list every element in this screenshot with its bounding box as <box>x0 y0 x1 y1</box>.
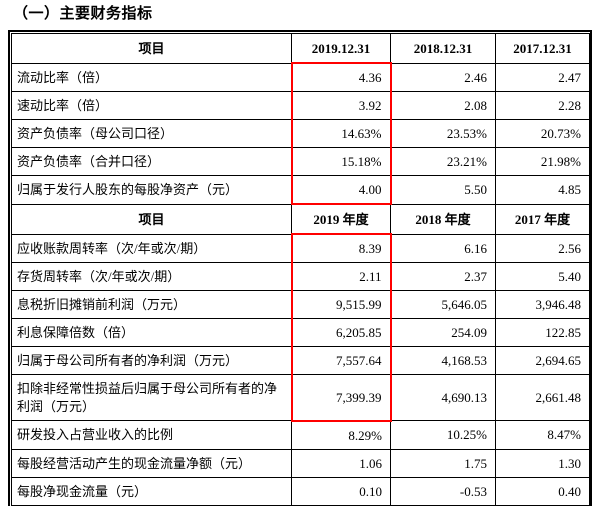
value-cell-2018: 4,168.53 <box>390 346 496 375</box>
column-header-2019-12-31: 2019.12.31 <box>291 33 391 64</box>
row-label: 资产负债率（母公司口径） <box>11 119 292 148</box>
column-header-2019-annual: 2019 年度 <box>291 203 391 235</box>
table-row: 资产负债率（母公司口径） 14.63% 23.53% 20.73% <box>11 119 590 148</box>
value-cell-2018: 23.53% <box>390 119 496 148</box>
table-row: 应收账款周转率（次/年或次/期） 8.39 6.16 2.56 <box>11 233 590 263</box>
row-label: 速动比率（倍） <box>11 91 292 120</box>
value-cell-2018: 2.46 <box>390 62 496 92</box>
value-cell-2018: 23.21% <box>390 147 496 176</box>
value-cell-2019: 8.29% <box>291 420 391 450</box>
value-cell-2018: -0.53 <box>390 476 496 506</box>
row-label: 息税折旧摊销前利润（万元） <box>11 290 292 319</box>
value-cell-2017: 2.47 <box>495 62 590 92</box>
table-header-row: 项目 2019 年度 2018 年度 2017 年度 <box>11 203 590 235</box>
value-cell-2019: 15.18% <box>290 147 392 176</box>
balance-sheet-indicators-section: 项目 2019.12.31 2018.12.31 2017.12.31 流动比率… <box>11 33 590 205</box>
value-cell-2017: 2,661.48 <box>495 374 590 421</box>
table-row: 归属于母公司所有者的净利润（万元） 7,557.64 4,168.53 2,694.6… <box>11 346 590 375</box>
table-row: 归属于发行人股东的每股净资产（元） 4.00 5.50 4.85 <box>11 175 590 205</box>
column-header-item: 项目 <box>11 203 292 235</box>
row-label: 流动比率（倍） <box>11 62 292 92</box>
value-cell-2019: 9,515.99 <box>290 290 392 319</box>
financial-indicators-table: 项目 2019.12.31 2018.12.31 2017.12.31 流动比率… <box>11 33 590 506</box>
value-cell-2019: 4.00 <box>290 175 392 205</box>
row-label: 归属于母公司所有者的净利润（万元） <box>11 346 292 375</box>
row-label: 扣除非经常性损益后归属于母公司所有者的净利润（万元） <box>11 374 292 421</box>
value-cell-2017: 2,694.65 <box>495 346 590 375</box>
table-row: 利息保障倍数（倍） 6,205.85 254.09 122.85 <box>11 318 590 347</box>
value-cell-2018: 10.25% <box>390 420 496 450</box>
value-cell-2019: 2.11 <box>290 262 392 291</box>
value-cell-2019: 0.10 <box>291 476 391 506</box>
value-cell-2018: 5.50 <box>390 175 496 205</box>
section-title: （一）主要财务指标 <box>13 5 153 22</box>
column-header-item: 项目 <box>11 33 292 64</box>
value-cell-2018: 2.08 <box>390 91 496 120</box>
value-cell-2019: 4.36 <box>290 62 392 92</box>
value-cell-2017: 0.40 <box>495 476 590 506</box>
row-label: 归属于发行人股东的每股净资产（元） <box>11 175 292 205</box>
value-cell-2019: 7,399.39 <box>290 374 392 422</box>
table-row: 资产负债率（合并口径） 15.18% 23.21% 21.98% <box>11 147 590 176</box>
table-header-row: 项目 2019.12.31 2018.12.31 2017.12.31 <box>11 33 590 64</box>
value-cell-2017: 4.85 <box>495 175 590 205</box>
row-label: 研发投入占营业收入的比例 <box>11 420 292 450</box>
value-cell-2017: 2.28 <box>495 91 590 120</box>
table-row: 研发投入占营业收入的比例 8.29% 10.25% 8.47% <box>11 420 590 450</box>
row-label: 每股净现金流量（元） <box>11 476 292 506</box>
value-cell-2017: 5.40 <box>495 262 590 291</box>
value-cell-2018: 1.75 <box>390 448 496 478</box>
value-cell-2017: 8.47% <box>495 420 590 450</box>
column-header-2018-12-31: 2018.12.31 <box>390 33 496 64</box>
column-header-2018-annual: 2018 年度 <box>390 203 496 235</box>
value-cell-2019: 1.06 <box>291 448 391 478</box>
table-row: 每股净现金流量（元） 0.10 -0.53 0.40 <box>11 476 590 506</box>
value-cell-2017: 20.73% <box>495 119 590 148</box>
value-cell-2017: 3,946.48 <box>495 290 590 319</box>
annual-indicators-section: 项目 2019 年度 2018 年度 2017 年度 应收账款周转率（次/年或次… <box>11 203 590 506</box>
value-cell-2018: 6.16 <box>390 233 496 263</box>
table-row: 流动比率（倍） 4.36 2.46 2.47 <box>11 62 590 92</box>
table-row: 速动比率（倍） 3.92 2.08 2.28 <box>11 91 590 120</box>
value-cell-2018: 254.09 <box>390 318 496 347</box>
financial-indicators-table-frame: 项目 2019.12.31 2018.12.31 2017.12.31 流动比率… <box>8 30 592 506</box>
value-cell-2018: 4,690.13 <box>390 374 496 421</box>
row-label: 应收账款周转率（次/年或次/期） <box>11 233 292 263</box>
table-row: 存货周转率（次/年或次/期） 2.11 2.37 5.40 <box>11 262 590 291</box>
value-cell-2017: 21.98% <box>495 147 590 176</box>
value-cell-2018: 5,646.05 <box>390 290 496 319</box>
table-row: 扣除非经常性损益后归属于母公司所有者的净利润（万元） 7,399.39 4,690.… <box>11 374 590 422</box>
value-cell-2019: 6,205.85 <box>290 318 392 347</box>
row-label: 每股经营活动产生的现金流量净额（元） <box>11 448 292 478</box>
value-cell-2019: 14.63% <box>290 119 392 148</box>
table-row: 息税折旧摊销前利润（万元） 9,515.99 5,646.05 3,946.48 <box>11 290 590 319</box>
value-cell-2017: 1.30 <box>495 448 590 478</box>
row-label: 利息保障倍数（倍） <box>11 318 292 347</box>
value-cell-2017: 122.85 <box>495 318 590 347</box>
column-header-2017-12-31: 2017.12.31 <box>495 33 590 64</box>
value-cell-2019: 3.92 <box>290 91 392 120</box>
value-cell-2019: 7,557.64 <box>290 346 392 375</box>
value-cell-2017: 2.56 <box>495 233 590 263</box>
column-header-2017-annual: 2017 年度 <box>495 203 590 235</box>
table-row: 每股经营活动产生的现金流量净额（元） 1.06 1.75 1.30 <box>11 448 590 478</box>
value-cell-2019: 8.39 <box>290 233 392 263</box>
value-cell-2018: 2.37 <box>390 262 496 291</box>
row-label: 资产负债率（合并口径） <box>11 147 292 176</box>
row-label: 存货周转率（次/年或次/期） <box>11 262 292 291</box>
